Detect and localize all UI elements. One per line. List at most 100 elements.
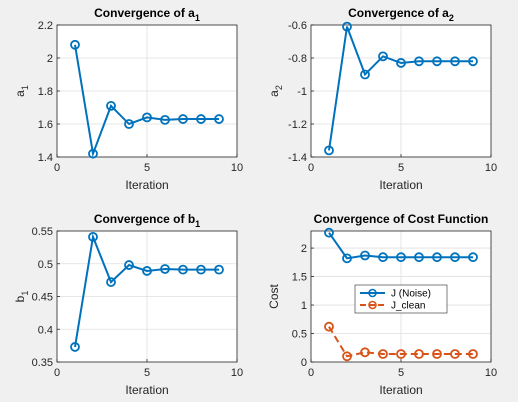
series-line-1: [74, 44, 219, 158]
y-tick-label: 2: [47, 53, 53, 65]
y-tick-label: 1: [301, 300, 307, 312]
data-point: [178, 264, 188, 275]
data-point: [414, 252, 424, 263]
series-line-2: [328, 326, 473, 358]
legend-label: J (Noise): [391, 289, 431, 300]
data-point: [196, 264, 206, 275]
y-axis-label: b1: [13, 291, 30, 303]
y-tick-label: 1.8: [38, 86, 53, 98]
chart-title: Convergence of Cost Function: [314, 212, 489, 226]
data-point: [214, 264, 224, 275]
y-tick-label: -0.6: [288, 20, 307, 32]
data-point: [142, 112, 152, 123]
data-point: [450, 56, 460, 67]
data-point: [196, 114, 206, 124]
data-point: [178, 114, 188, 124]
chart-title: Convergence of a1: [94, 6, 200, 23]
y-tick-label: -0.8: [288, 53, 307, 65]
data-point: [324, 227, 334, 238]
y-tick-label: 0.5: [292, 329, 307, 341]
y-tick-label: 1.4: [38, 152, 53, 164]
x-tick-label: 0: [54, 162, 60, 174]
y-tick-label: 0: [301, 357, 307, 369]
y-axis-label-text: a: [13, 90, 27, 97]
data-point: [88, 231, 98, 242]
chart-title-text: Convergence of b: [94, 212, 195, 226]
data-point: [70, 39, 80, 50]
data-point: [378, 252, 388, 263]
data-point: [378, 349, 388, 359]
x-tick-label: 0: [54, 367, 60, 379]
data-point: [70, 342, 80, 352]
chart-title-text: Convergence of a: [94, 6, 195, 20]
data-point: [468, 252, 478, 263]
x-axis-label: Iteration: [379, 178, 422, 192]
y-tick-label: 0.5: [38, 259, 53, 271]
data-point: [414, 349, 424, 359]
x-tick-label: 10: [231, 162, 243, 174]
chart-title-text: Convergence of Cost Function: [314, 212, 489, 226]
y-tick-label: 1.5: [292, 272, 307, 284]
x-tick-label: 5: [144, 162, 150, 174]
y-axis-label: a2: [267, 85, 284, 97]
y-tick-label: 0.45: [32, 292, 53, 304]
legend-swatch-marker: [368, 300, 377, 310]
data-point: [342, 351, 352, 362]
y-axis-label-subscript: 1: [20, 85, 30, 90]
data-point: [396, 58, 406, 68]
y-axis-label: Cost: [267, 284, 281, 309]
x-tick-label: 5: [144, 367, 150, 379]
y-tick-label: -1.2: [288, 119, 307, 131]
x-axis-label: Iteration: [379, 383, 422, 397]
chart-title-subscript: 1: [195, 219, 200, 229]
series-line-1: [328, 26, 473, 151]
x-tick-label: 10: [231, 367, 243, 379]
data-point: [214, 114, 224, 124]
y-tick-label: 0.55: [32, 226, 53, 238]
data-point: [468, 349, 478, 359]
data-point: [88, 148, 98, 159]
data-point: [342, 253, 352, 264]
y-tick-label: 0.4: [38, 324, 53, 336]
y-tick-label: 0.35: [32, 357, 53, 369]
data-point: [432, 349, 442, 359]
y-tick-label: 2: [301, 243, 307, 255]
data-point: [432, 252, 442, 263]
data-point: [160, 264, 170, 274]
y-axis-label-text: b: [13, 295, 27, 302]
chart-title-subscript: 1: [195, 13, 200, 23]
chart-title-subscript: 2: [449, 13, 454, 23]
chart-title: Convergence of b1: [94, 212, 200, 229]
data-point: [414, 56, 424, 67]
x-axis-label: Iteration: [125, 383, 168, 397]
y-axis-label-subscript: 1: [20, 291, 30, 296]
x-tick-label: 0: [308, 162, 314, 174]
data-point: [342, 21, 352, 32]
series-line-1: [328, 232, 473, 260]
data-point: [450, 349, 460, 359]
data-point: [450, 252, 460, 263]
data-point: [124, 260, 134, 270]
series-line-1: [74, 233, 219, 348]
data-point: [360, 347, 370, 358]
y-tick-label: 2.2: [38, 20, 53, 32]
y-axis-label-text: a: [267, 90, 281, 97]
legend-swatch-marker: [368, 288, 377, 298]
data-point: [360, 69, 370, 80]
data-point: [396, 252, 406, 263]
data-point: [396, 349, 406, 359]
data-point: [106, 277, 116, 287]
y-axis-label-text: Cost: [267, 284, 281, 309]
data-point: [160, 114, 170, 125]
chart-title: Convergence of a2: [348, 6, 454, 23]
x-tick-label: 0: [308, 367, 314, 379]
y-tick-label: -1.4: [288, 152, 307, 164]
x-axis-label: Iteration: [125, 178, 168, 192]
data-point: [468, 56, 478, 67]
data-point: [324, 321, 334, 332]
chart-4: 0 5 10 0 0.5 1 1.5 2 Convergence of Cost Functio…: [267, 212, 497, 397]
y-axis-label-subscript: 2: [274, 85, 284, 90]
data-point: [378, 51, 388, 62]
